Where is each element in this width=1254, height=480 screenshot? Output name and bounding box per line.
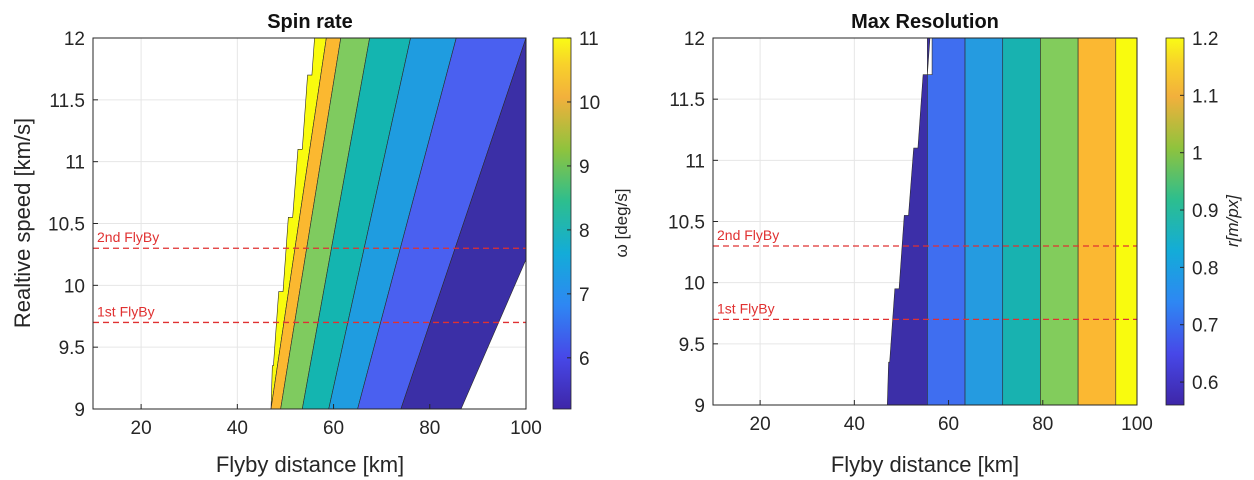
y-tick-label: 11 (65, 153, 85, 174)
resolution-band (887, 38, 933, 405)
contour-band (328, 38, 457, 409)
x-tick-label: 20 (750, 414, 771, 435)
y-tick-label: 12 (64, 29, 85, 50)
y-ticks: 9 9.5 10 10.5 11 11.5 12 (668, 29, 718, 417)
contour-fill (270, 38, 526, 409)
resolution-band (964, 38, 1004, 405)
x-tick-label: 60 (938, 414, 959, 435)
contour-fill (887, 38, 1137, 405)
y-tick-label: 9.5 (679, 335, 705, 356)
colorbar-label: ω [deg/s] (612, 188, 631, 257)
colorbar-tick-label: 6 (579, 349, 590, 370)
flyby-label: 1st FlyBy (97, 303, 155, 319)
flyby-label: 2nd FlyBy (717, 227, 779, 243)
x-tick-label: 100 (510, 418, 542, 439)
x-tick-label: 80 (1032, 414, 1053, 435)
colorbar-tick-label: 1 (1192, 144, 1203, 165)
colorbar-tick-label: 1.2 (1192, 29, 1218, 50)
y-ticks: 9 9.5 10 10.5 11 11.5 12 (48, 29, 98, 421)
x-ticks: 20 40 60 80 100 (750, 400, 1153, 435)
y-tick-label: 11.5 (669, 90, 705, 111)
x-tick-label: 60 (323, 418, 344, 439)
flyby-label: 1st FlyBy (717, 300, 775, 316)
y-tick-label: 10 (64, 276, 85, 297)
contour-band (280, 38, 370, 409)
resolution-band (1077, 38, 1117, 405)
colorbar-tick-label: 10 (579, 93, 600, 114)
colorbar-tick-label: 7 (579, 285, 590, 306)
chart-title: Max Resolution (851, 11, 999, 33)
colorbar-tick-label: 0.8 (1192, 258, 1218, 279)
colorbar-tick-label: 0.6 (1192, 373, 1218, 394)
y-tick-label: 10 (684, 274, 705, 295)
spin-rate-panel: 2nd FlyBy 1st FlyBy 20 40 60 80 100 9 9.5 10 10.… (10, 11, 631, 477)
y-tick-label: 9 (694, 396, 705, 417)
y-tick-label: 12 (684, 29, 705, 50)
y-tick-label: 11 (685, 151, 705, 172)
colorbar-tick-label: 9 (579, 157, 590, 178)
colorbar-ticks: 0.6 0.7 0.8 0.9 1 1.1 1.2 (1180, 29, 1218, 394)
x-tick-label: 100 (1121, 414, 1153, 435)
contour-band (301, 38, 411, 409)
x-axis-label: Flyby distance [km] (216, 452, 404, 477)
colorbar-tick-label: 11 (579, 29, 599, 50)
x-tick-label: 20 (131, 418, 152, 439)
contour-band (270, 38, 342, 409)
colorbar-tick-label: 0.7 (1192, 316, 1218, 337)
x-tick-label: 80 (419, 418, 440, 439)
colorbar-tick-label: 0.9 (1192, 201, 1218, 222)
resolution-band (927, 38, 966, 405)
x-ticks: 20 40 60 80 100 (131, 404, 542, 439)
y-tick-label: 10.5 (48, 215, 85, 236)
y-tick-label: 11.5 (49, 91, 85, 112)
contour-band (400, 38, 526, 409)
colorbar-ticks: 6 7 8 9 10 11 (567, 29, 600, 370)
resolution-band (1040, 38, 1079, 405)
y-axis-label: Realtive speed [km/s] (10, 118, 35, 328)
colorbar-label: r[m/px] (1223, 194, 1242, 247)
x-axis-label: Flyby distance [km] (831, 452, 1019, 477)
chart-title: Spin rate (267, 11, 353, 33)
colorbar (552, 37, 572, 410)
colorbar (1165, 37, 1185, 406)
flyby-label: 2nd FlyBy (97, 229, 159, 245)
y-tick-label: 10.5 (668, 213, 705, 234)
resolution-band (1002, 38, 1041, 405)
resolution-band (1115, 38, 1137, 405)
colorbar-tick-label: 1.1 (1192, 86, 1218, 107)
contour-band (357, 38, 526, 409)
x-tick-label: 40 (227, 418, 248, 439)
reference-lines: 2nd FlyBy 1st FlyBy (713, 227, 1137, 321)
y-tick-label: 9.5 (59, 338, 85, 359)
y-tick-label: 9 (74, 400, 85, 421)
x-tick-label: 40 (844, 414, 865, 435)
reference-lines: 2nd FlyBy 1st FlyBy (93, 229, 526, 324)
colorbar-tick-label: 8 (579, 221, 590, 242)
